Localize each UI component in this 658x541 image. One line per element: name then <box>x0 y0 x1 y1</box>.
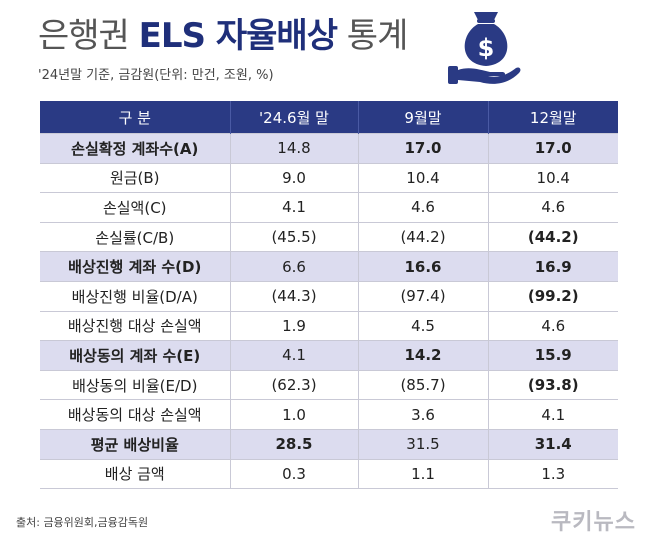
table-cell: (62.3) <box>229 369 358 400</box>
brand-logo: 쿠키뉴스 <box>551 510 636 535</box>
table-cell: 4.6 <box>487 192 618 223</box>
table-row: 손실액(C) 4.1 4.6 4.6 <box>40 192 618 223</box>
row-label: 손실확정 계좌수(A) <box>40 133 230 164</box>
table-row: 원금(B) 9.0 10.4 10.4 <box>40 162 618 193</box>
page-title: 은행권 ELS 자율배상 통계 <box>38 14 409 58</box>
table-cell: 16.6 <box>357 251 488 282</box>
table-cell: 1.0 <box>229 399 358 430</box>
column-header: 9월말 <box>357 101 488 134</box>
table-cell: (44.3) <box>229 280 358 312</box>
column-header: 구 분 <box>40 101 230 134</box>
table-cell: 17.0 <box>487 133 618 164</box>
money-bag-hand-icon: $ <box>440 8 530 88</box>
table-cell: (85.7) <box>357 369 488 400</box>
table-row: 배상 금액 0.3 1.1 1.3 <box>40 458 618 490</box>
table-row: 배상진행 계좌 수(D) 6.6 16.6 16.9 <box>40 251 618 282</box>
header: 은행권 ELS 자율배상 통계 '24년말 기준, 금감원(단위: 만건, 조원… <box>38 14 409 83</box>
table-cell: (97.4) <box>357 280 488 312</box>
table-cell: 10.4 <box>487 162 618 193</box>
row-label: 배상진행 대상 손실액 <box>40 310 230 341</box>
column-header: '24.6월 말 <box>229 101 358 134</box>
source-note: 출처: 금융위원회,금융감독원 <box>16 516 149 529</box>
table-row: 배상진행 대상 손실액 1.9 4.5 4.6 <box>40 310 618 341</box>
row-label: 배상동의 비율(E/D) <box>40 369 230 400</box>
table-cell: 1.9 <box>229 310 358 341</box>
table-cell: 4.1 <box>229 340 358 371</box>
table-cell: 3.6 <box>357 399 488 430</box>
table-cell: (45.5) <box>229 221 358 252</box>
column-header: 12월말 <box>487 101 618 134</box>
subtitle: '24년말 기준, 금감원(단위: 만건, 조원, %) <box>38 68 274 83</box>
table-cell: 16.9 <box>487 251 618 282</box>
table-cell: 4.6 <box>487 310 618 341</box>
table-cell: 9.0 <box>229 162 358 193</box>
table-row: 손실확정 계좌수(A) 14.8 17.0 17.0 <box>40 133 618 164</box>
row-label: 배상동의 대상 손실액 <box>40 399 230 430</box>
row-label: 배상 금액 <box>40 458 230 490</box>
row-label: 배상진행 계좌 수(D) <box>40 251 230 282</box>
table-cell: 4.1 <box>229 192 358 223</box>
row-label: 원금(B) <box>40 162 230 193</box>
table-cell: (93.8) <box>487 369 618 400</box>
table-row: 배상진행 비율(D/A) (44.3) (97.4) (99.2) <box>40 280 618 312</box>
table-cell: 4.6 <box>357 192 488 223</box>
table-cell: 31.4 <box>487 428 618 460</box>
table-cell: 1.3 <box>487 458 618 490</box>
table-cell: (99.2) <box>487 280 618 312</box>
row-label: 손실액(C) <box>40 192 230 223</box>
table-cell: 0.3 <box>229 458 358 490</box>
table-header-row: 구 분 '24.6월 말 9월말 12월말 <box>40 101 618 134</box>
row-label: 평균 배상비율 <box>40 428 230 460</box>
table-cell: 31.5 <box>357 428 488 460</box>
table-row: 배상동의 대상 손실액 1.0 3.6 4.1 <box>40 399 618 430</box>
table-cell: 14.2 <box>357 340 488 371</box>
table-cell: 28.5 <box>229 428 358 460</box>
table-row: 손실률(C/B) (45.5) (44.2) (44.2) <box>40 221 618 252</box>
table-row: 배상동의 계좌 수(E) 4.1 14.2 15.9 <box>40 340 618 371</box>
table-cell: (44.2) <box>357 221 488 252</box>
table-cell: 17.0 <box>357 133 488 164</box>
row-label: 배상진행 비율(D/A) <box>40 280 230 312</box>
table-cell: (44.2) <box>487 221 618 252</box>
title-prefix: 은행권 <box>38 16 139 56</box>
table-cell: 15.9 <box>487 340 618 371</box>
table-row: 배상동의 비율(E/D) (62.3) (85.7) (93.8) <box>40 369 618 400</box>
title-bold: ELS 자율배상 <box>138 16 338 56</box>
dollar-symbol: $ <box>478 34 495 62</box>
row-label: 손실률(C/B) <box>40 221 230 252</box>
table-cell: 4.1 <box>487 399 618 430</box>
els-statistics-table: 구 분 '24.6월 말 9월말 12월말 손실확정 계좌수(A) 14.8 1… <box>40 101 618 490</box>
table-row: 평균 배상비율 28.5 31.5 31.4 <box>40 428 618 460</box>
table-cell: 6.6 <box>229 251 358 282</box>
table-cell: 1.1 <box>357 458 488 490</box>
table-cell: 4.5 <box>357 310 488 341</box>
row-label: 배상동의 계좌 수(E) <box>40 340 230 371</box>
title-suffix: 통계 <box>337 16 409 56</box>
table-cell: 14.8 <box>229 133 358 164</box>
table-cell: 10.4 <box>357 162 488 193</box>
